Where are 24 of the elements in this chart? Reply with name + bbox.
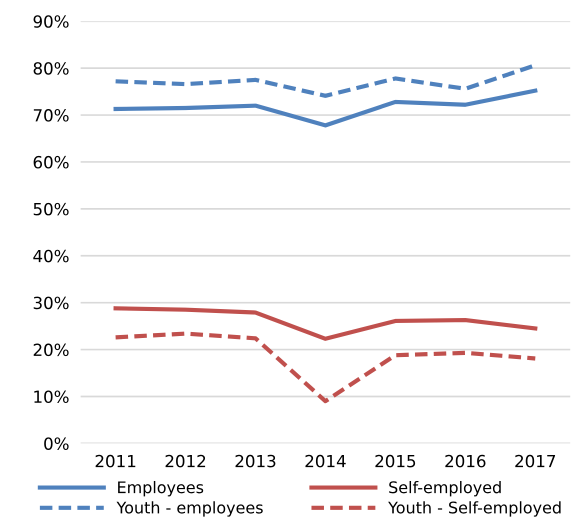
y-tick-label: 40% bbox=[33, 250, 69, 262]
x-tick-label: 2016 bbox=[445, 454, 486, 468]
x-tick-label: 2013 bbox=[236, 454, 276, 468]
x-tick-label: 2017 bbox=[515, 454, 556, 468]
y-tick-label: 10% bbox=[34, 390, 69, 404]
x-tick-label: 2014 bbox=[305, 454, 346, 468]
line-series bbox=[114, 332, 538, 404]
y-tick-label: 90% bbox=[34, 15, 69, 28]
x-tick-label: 2011 bbox=[96, 454, 136, 468]
x-tick-label: 2015 bbox=[375, 454, 416, 468]
legend-label: Self-employed bbox=[389, 480, 501, 496]
y-tick-label: 30% bbox=[34, 296, 69, 310]
y-tick-label: 70% bbox=[34, 109, 69, 122]
y-tick-label: 20% bbox=[34, 344, 69, 356]
legend-label: Youth - Self-employed bbox=[388, 501, 561, 517]
y-tick-label: 60% bbox=[34, 156, 69, 169]
line-series bbox=[114, 88, 538, 128]
y-tick-label: 80% bbox=[34, 62, 69, 75]
y-tick-label: 0% bbox=[44, 437, 69, 450]
legend-label: Youth - employees bbox=[116, 501, 263, 517]
legend-label: Employees bbox=[118, 480, 204, 496]
x-tick-label: 2012 bbox=[166, 454, 206, 468]
line-series bbox=[114, 306, 538, 341]
y-tick-label: 50% bbox=[34, 202, 69, 216]
